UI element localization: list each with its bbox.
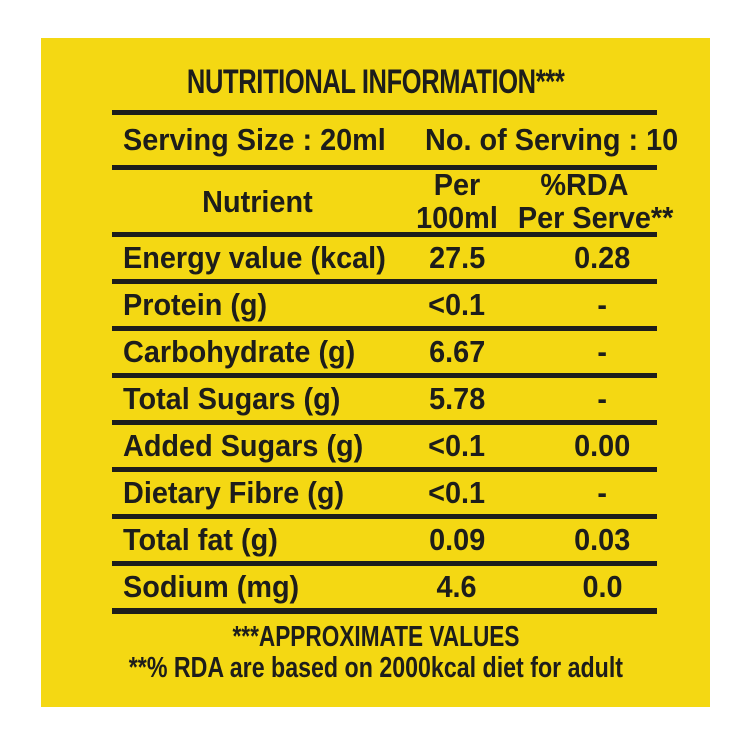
table-row: Carbohydrate (g) 6.67 -	[112, 331, 657, 378]
rda-basis-note: **% RDA are based on 2000kcal diet for a…	[128, 652, 623, 684]
table-row: Total Sugars (g) 5.78 -	[112, 378, 657, 425]
nutrient-name: Added Sugars (g)	[123, 428, 364, 463]
nutrient-name: Sodium (mg)	[123, 569, 300, 604]
serving-info-row: Serving Size : 20ml No. of Serving : 10	[112, 110, 678, 170]
nutrient-name: Dietary Fibre (g)	[123, 475, 345, 510]
table-row: Protein (g) <0.1 -	[112, 284, 657, 331]
rda-value: 0.03	[574, 522, 631, 557]
table-row: Energy value (kcal) 27.5 0.28	[112, 237, 657, 284]
nutrition-table: Serving Size : 20ml No. of Serving : 10 …	[112, 110, 678, 614]
per-100ml-value: <0.1	[428, 287, 486, 322]
nutrient-name: Total fat (g)	[123, 522, 278, 557]
nutrition-label: NUTRITIONAL INFORMATION*** Serving Size …	[41, 38, 710, 707]
per-100ml-value: 4.6	[436, 569, 478, 604]
per-100ml-value: <0.1	[428, 475, 486, 510]
table-header-row: Nutrient Per 100ml %RDA Per Serve**	[112, 167, 674, 237]
per-100ml-value: 27.5	[428, 240, 486, 275]
rda-value: -	[597, 287, 608, 322]
rda-value: -	[597, 381, 608, 416]
per-100ml-value: 6.67	[428, 334, 486, 369]
nutrient-name: Protein (g)	[123, 287, 268, 322]
rda-column-header: %RDA Per Serve**	[517, 167, 674, 235]
table-row: Total fat (g) 0.09 0.03	[112, 519, 657, 566]
rda-value: 0.28	[574, 240, 631, 275]
per-100ml-value: <0.1	[428, 428, 486, 463]
nutrient-name: Energy value (kcal)	[123, 240, 386, 275]
per-100ml-column-header: Per 100ml	[416, 167, 498, 235]
rda-value: -	[597, 475, 608, 510]
table-row: Sodium (mg) 4.6 0.0	[112, 566, 657, 614]
per-100ml-value: 0.09	[428, 522, 486, 557]
rda-value: 0.00	[574, 428, 631, 463]
nutrient-name: Carbohydrate (g)	[123, 334, 356, 369]
serving-size-text: Serving Size : 20ml	[123, 122, 386, 157]
nutrient-column-header: Nutrient	[201, 183, 313, 219]
serving-count-text: No. of Serving : 10	[424, 122, 678, 157]
table-row: Dietary Fibre (g) <0.1 -	[112, 472, 657, 519]
rda-value: -	[597, 334, 608, 369]
rda-value: 0.0	[582, 569, 623, 604]
approximate-values-note: ***APPROXIMATE VALUES	[232, 621, 519, 653]
label-title: NUTRITIONAL INFORMATION***	[41, 64, 710, 100]
per-100ml-value: 5.78	[428, 381, 486, 416]
nutrient-name: Total Sugars (g)	[123, 381, 341, 416]
table-row: Added Sugars (g) <0.1 0.00	[112, 425, 657, 472]
label-title-text: NUTRITIONAL INFORMATION***	[186, 63, 565, 101]
